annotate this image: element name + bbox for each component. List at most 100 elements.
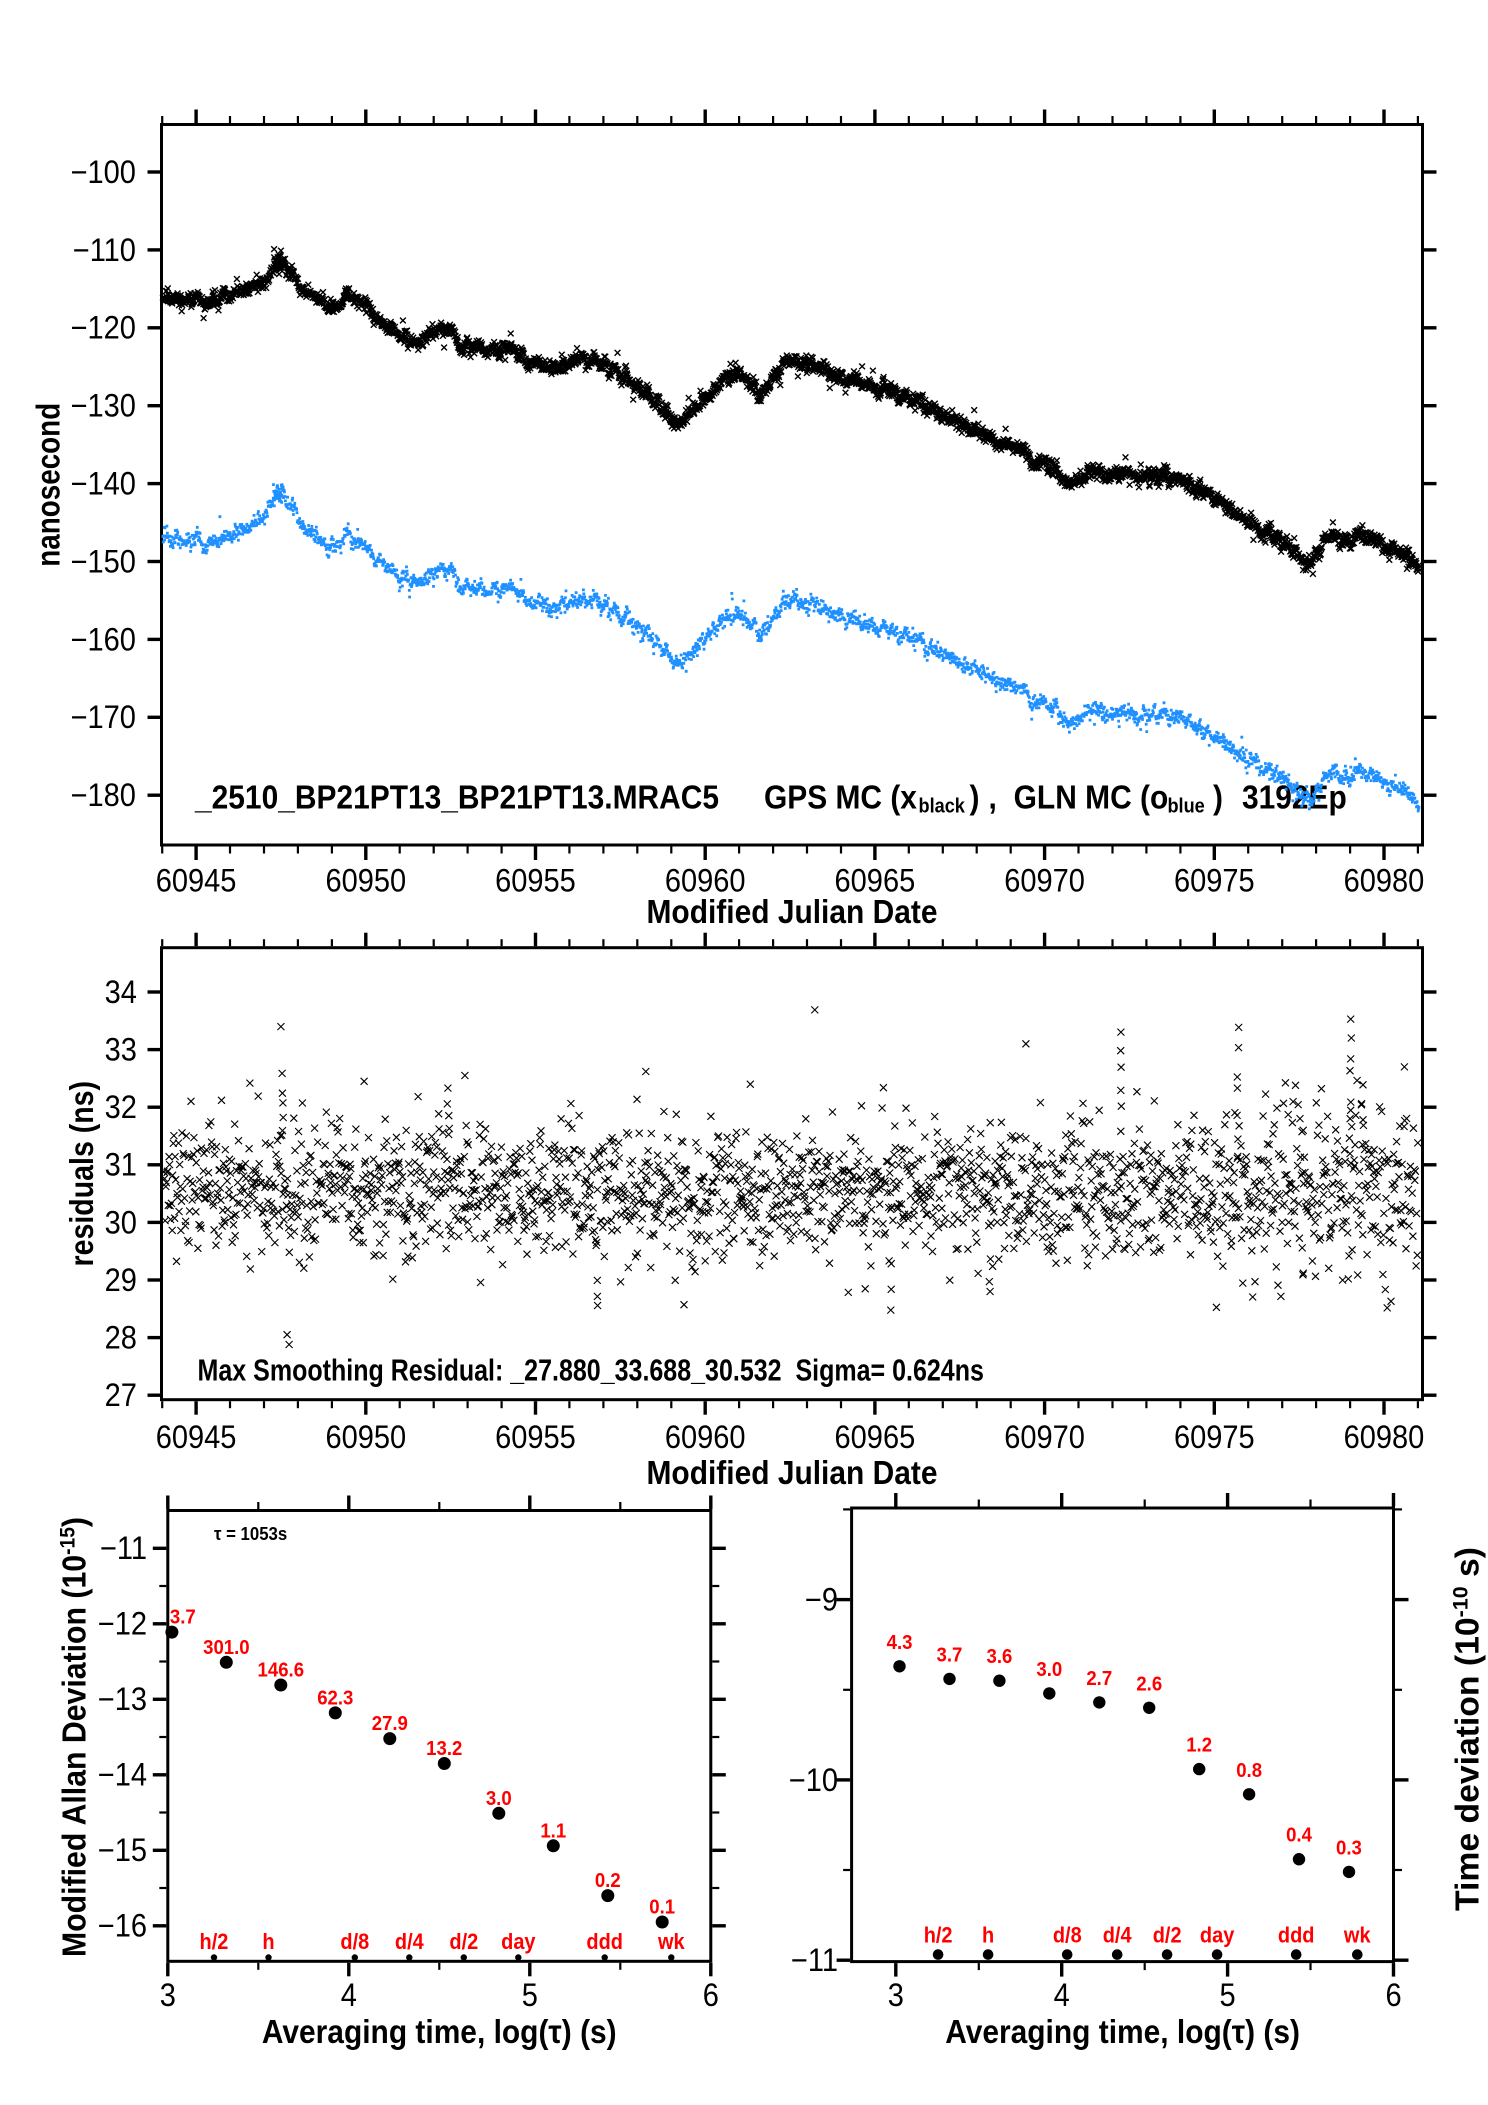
svg-text:nanosecond: nanosecond bbox=[30, 403, 67, 567]
svg-text:60950: 60950 bbox=[325, 1420, 406, 1456]
svg-text:60960: 60960 bbox=[665, 1420, 746, 1456]
svg-text:60960: 60960 bbox=[665, 863, 746, 899]
svg-text:Modified Allan Deviation (10-1: Modified Allan Deviation (10-15) bbox=[56, 1517, 93, 1957]
svg-text:Averaging time, log(τ) (s): Averaging time, log(τ) (s) bbox=[262, 2013, 617, 2051]
svg-text:−110: −110 bbox=[73, 233, 136, 269]
svg-text:0.4: 0.4 bbox=[1286, 1824, 1312, 1847]
svg-text:−12: −12 bbox=[98, 1606, 147, 1642]
svg-text:60975: 60975 bbox=[1174, 863, 1255, 899]
svg-text:black: black bbox=[919, 796, 966, 818]
svg-text:h: h bbox=[262, 1930, 274, 1954]
svg-text:3.7: 3.7 bbox=[170, 1606, 196, 1629]
svg-text:60975: 60975 bbox=[1174, 1420, 1255, 1456]
svg-text:ddd: ddd bbox=[586, 1930, 623, 1954]
svg-text:d/8: d/8 bbox=[1053, 1924, 1082, 1948]
svg-text:−15: −15 bbox=[98, 1833, 147, 1869]
svg-text:d/2: d/2 bbox=[449, 1930, 478, 1954]
svg-text:5: 5 bbox=[522, 1978, 538, 2014]
svg-text:h/2: h/2 bbox=[200, 1930, 229, 1954]
svg-text:60970: 60970 bbox=[1004, 1420, 1085, 1456]
svg-text:13.2: 13.2 bbox=[426, 1737, 462, 1760]
svg-text:Max Smoothing Residual: _27.88: Max Smoothing Residual: _27.880_33.688_3… bbox=[198, 1355, 984, 1389]
svg-text:−160: −160 bbox=[71, 622, 136, 658]
svg-text:60955: 60955 bbox=[495, 863, 576, 899]
svg-text:0.3: 0.3 bbox=[1336, 1837, 1362, 1860]
svg-text:3.0: 3.0 bbox=[486, 1787, 512, 1810]
svg-text:d/4: d/4 bbox=[395, 1930, 424, 1954]
svg-text:4: 4 bbox=[341, 1978, 357, 2014]
svg-text:d/4: d/4 bbox=[1103, 1924, 1132, 1948]
svg-text:4: 4 bbox=[1054, 1978, 1070, 2014]
svg-text:residuals (ns): residuals (ns) bbox=[63, 1081, 100, 1267]
svg-text:6: 6 bbox=[1385, 1978, 1401, 2014]
svg-text:): ) bbox=[969, 778, 979, 816]
svg-text:1.1: 1.1 bbox=[540, 1819, 566, 1842]
svg-text:0.8: 0.8 bbox=[1236, 1759, 1262, 1782]
svg-text:60980: 60980 bbox=[1344, 863, 1425, 899]
svg-text:−150: −150 bbox=[71, 544, 136, 580]
svg-text:day: day bbox=[1200, 1924, 1235, 1948]
svg-text:28: 28 bbox=[105, 1320, 137, 1356]
svg-text:Modified Julian Date: Modified Julian Date bbox=[646, 893, 937, 931]
svg-text:27.9: 27.9 bbox=[372, 1712, 408, 1735]
svg-text:−16: −16 bbox=[98, 1908, 147, 1944]
svg-text:34: 34 bbox=[105, 975, 137, 1011]
svg-text:29: 29 bbox=[105, 1263, 137, 1299]
svg-text:5: 5 bbox=[1220, 1978, 1236, 2014]
svg-text:−11: −11 bbox=[100, 1531, 147, 1567]
svg-text:−170: −170 bbox=[71, 700, 136, 736]
svg-text:−11: −11 bbox=[791, 1943, 838, 1979]
svg-text:blue: blue bbox=[1167, 796, 1204, 818]
svg-text:wk: wk bbox=[1343, 1924, 1371, 1948]
svg-text:h/2: h/2 bbox=[924, 1924, 953, 1948]
svg-text:60965: 60965 bbox=[835, 863, 916, 899]
svg-text:3: 3 bbox=[888, 1978, 904, 2014]
svg-text:0.2: 0.2 bbox=[595, 1869, 621, 1892]
svg-text:60965: 60965 bbox=[835, 1420, 916, 1456]
svg-text:d/8: d/8 bbox=[340, 1930, 369, 1954]
svg-text:−180: −180 bbox=[71, 778, 136, 814]
svg-text:h: h bbox=[982, 1924, 994, 1948]
svg-text:30: 30 bbox=[105, 1205, 137, 1241]
svg-text:wk: wk bbox=[657, 1930, 685, 1954]
svg-text:3.0: 3.0 bbox=[1036, 1658, 1062, 1681]
svg-text:ddd: ddd bbox=[1278, 1924, 1315, 1948]
svg-text:62.3: 62.3 bbox=[317, 1687, 353, 1710]
svg-text:3: 3 bbox=[160, 1978, 176, 2014]
svg-text:60945: 60945 bbox=[156, 863, 237, 899]
svg-text:60970: 60970 bbox=[1004, 863, 1085, 899]
svg-text:GPS MC (x: GPS MC (x bbox=[764, 778, 917, 816]
svg-text:6: 6 bbox=[703, 1978, 719, 2014]
svg-text:−100: −100 bbox=[71, 155, 136, 191]
svg-text:−10: −10 bbox=[789, 1763, 838, 1799]
svg-text:1.2: 1.2 bbox=[1186, 1734, 1212, 1757]
svg-text:60945: 60945 bbox=[156, 1420, 237, 1456]
svg-text:60955: 60955 bbox=[495, 1420, 576, 1456]
svg-text:60950: 60950 bbox=[325, 863, 406, 899]
svg-text:−9: −9 bbox=[805, 1582, 838, 1618]
svg-text:−13: −13 bbox=[98, 1682, 147, 1718]
svg-text:GLN MC (o: GLN MC (o bbox=[1014, 778, 1169, 816]
svg-text:,: , bbox=[989, 778, 997, 816]
svg-text:−130: −130 bbox=[71, 388, 136, 424]
svg-text:): ) bbox=[1213, 778, 1223, 816]
svg-text:Modified Julian Date: Modified Julian Date bbox=[646, 1454, 937, 1492]
svg-text:3.6: 3.6 bbox=[987, 1645, 1013, 1668]
svg-text:day: day bbox=[501, 1930, 536, 1954]
svg-text:−120: −120 bbox=[71, 310, 136, 346]
svg-text:Averaging time, log(τ) (s): Averaging time, log(τ) (s) bbox=[945, 2013, 1300, 2051]
svg-text:60980: 60980 bbox=[1344, 1420, 1425, 1456]
svg-text:301.0: 301.0 bbox=[203, 1636, 250, 1659]
svg-text:−140: −140 bbox=[71, 466, 136, 502]
svg-text:4.3: 4.3 bbox=[887, 1631, 913, 1654]
svg-text:2.7: 2.7 bbox=[1086, 1667, 1112, 1690]
svg-text:33: 33 bbox=[105, 1032, 137, 1068]
svg-text:−14: −14 bbox=[98, 1757, 147, 1793]
svg-text:31: 31 bbox=[105, 1147, 137, 1183]
svg-text:27: 27 bbox=[105, 1378, 137, 1414]
svg-text:τ = 1053s: τ = 1053s bbox=[214, 1523, 287, 1544]
svg-text:32: 32 bbox=[105, 1090, 137, 1126]
svg-text:d/2: d/2 bbox=[1153, 1924, 1182, 1948]
svg-text:0.1: 0.1 bbox=[649, 1896, 675, 1919]
svg-text:146.6: 146.6 bbox=[258, 1659, 305, 1682]
